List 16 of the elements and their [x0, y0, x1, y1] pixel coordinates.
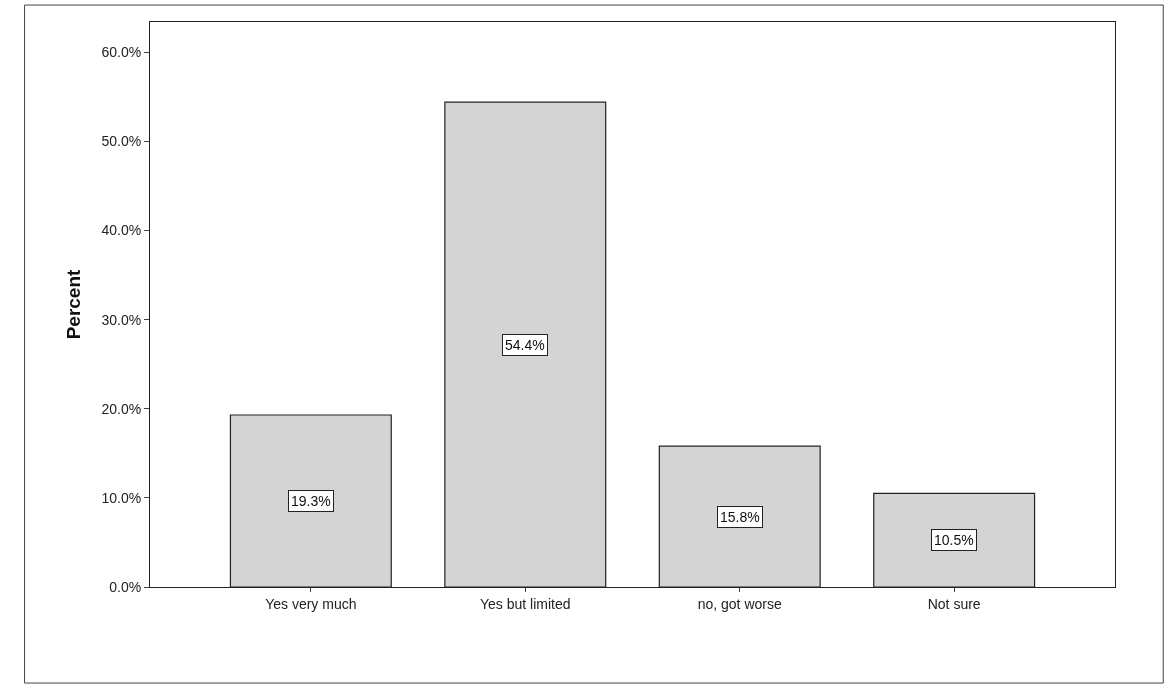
x-tick-label: Not sure: [927, 595, 981, 612]
data-label: 10.5%: [934, 532, 974, 548]
y-tick-label: 50.0%: [101, 133, 142, 150]
y-tick-label: 10.0%: [101, 489, 142, 506]
x-tick-label: no, got worse: [697, 595, 782, 612]
y-tick-label: 20.0%: [101, 400, 142, 417]
y-tick-label: 0.0%: [109, 578, 142, 595]
x-tick-label: Yes but limited: [480, 595, 571, 612]
data-label: 15.8%: [720, 509, 760, 525]
data-label: 19.3%: [291, 493, 331, 509]
y-axis-title: Percent: [63, 268, 85, 340]
y-tick-label: 40.0%: [101, 222, 142, 239]
y-tick-label: 60.0%: [101, 44, 142, 61]
x-tick-label: Yes very much: [265, 595, 357, 612]
y-tick-label: 30.0%: [101, 311, 142, 328]
data-label: 54.4%: [505, 337, 545, 353]
